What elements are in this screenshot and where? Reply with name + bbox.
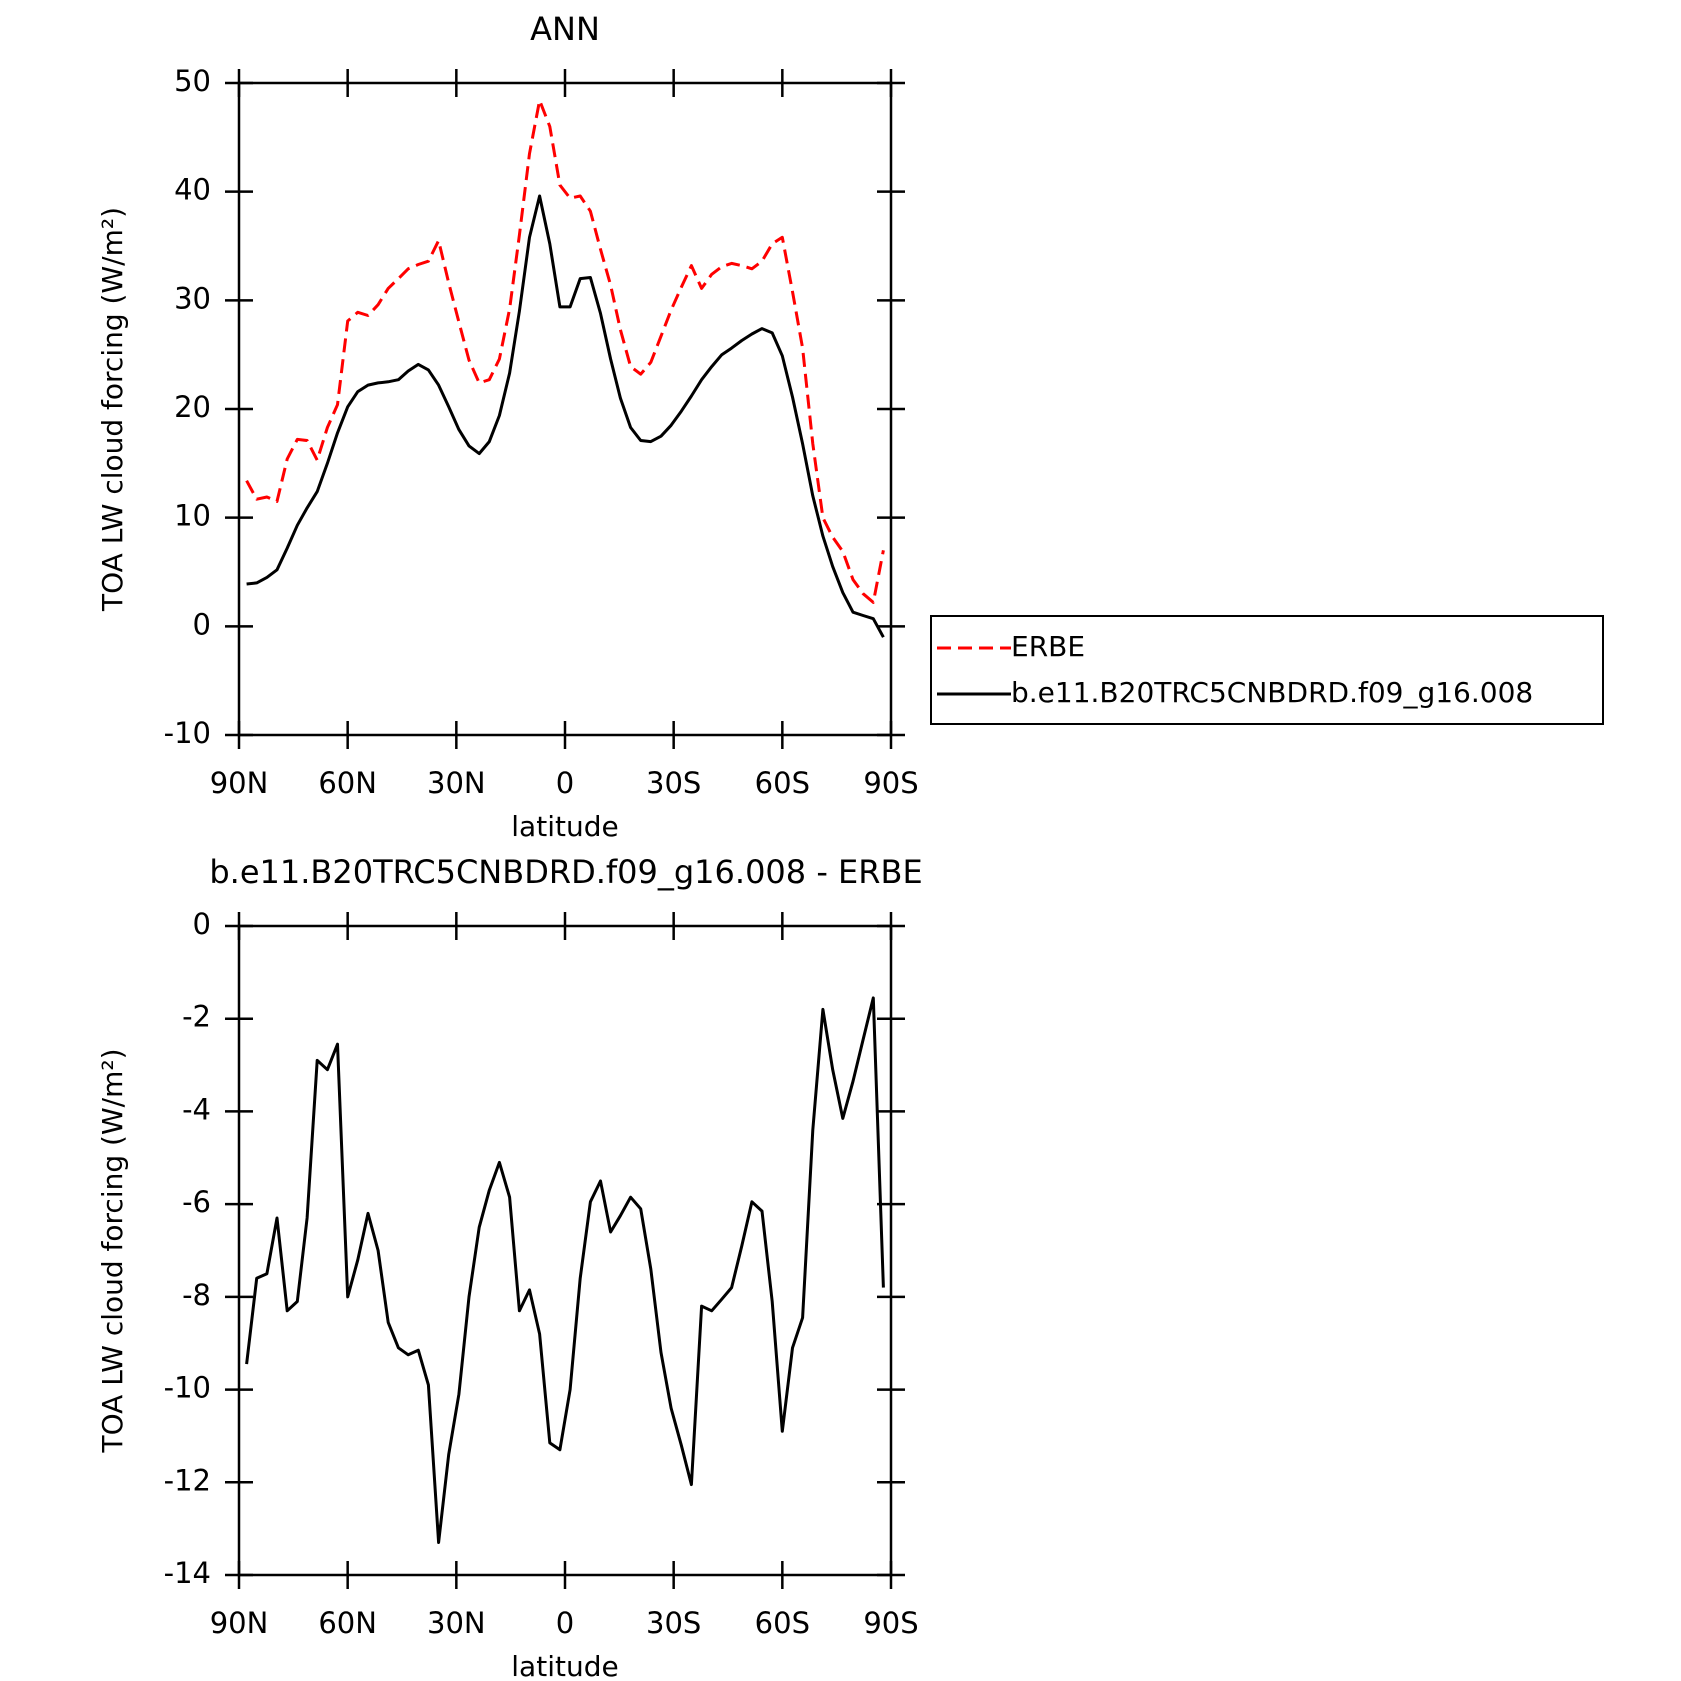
x-axis-label: latitude	[511, 810, 618, 843]
y-tick-label: 40	[174, 173, 211, 207]
y-tick-label: 0	[193, 907, 211, 941]
y-tick-label: 0	[193, 607, 211, 641]
y-axis-label: TOA LW cloud forcing (W/m²)	[96, 1049, 129, 1454]
y-axis-label: TOA LW cloud forcing (W/m²)	[96, 207, 129, 612]
y-tick-label: 50	[174, 64, 211, 98]
y-tick-label: -8	[182, 1278, 211, 1312]
x-tick-label: 30S	[646, 1606, 701, 1640]
y-tick-label: 10	[174, 499, 211, 533]
plot-frame	[237, 924, 893, 1577]
y-tick-label: 20	[174, 390, 211, 424]
x-tick-label: 30S	[646, 766, 701, 800]
legend-box	[930, 615, 1604, 725]
x-tick-label: 60N	[318, 1606, 377, 1640]
x-tick-label: 30N	[427, 766, 486, 800]
y-tick-label: -2	[182, 1000, 211, 1034]
chart-title: ANN	[530, 10, 600, 48]
y-tick-label: -10	[164, 716, 211, 750]
data-line	[246, 194, 885, 638]
x-tick-label: 60N	[318, 766, 377, 800]
x-tick-label: 90N	[210, 766, 269, 800]
y-tick-label: -4	[182, 1092, 211, 1126]
chart-title: b.e11.B20TRC5CNBDRD.f09_g16.008 - ERBE	[209, 853, 922, 891]
x-tick-label: 0	[556, 1606, 574, 1640]
y-tick-label: -10	[164, 1371, 211, 1405]
x-tick-label: 90S	[863, 766, 918, 800]
x-tick-label: 60S	[755, 1606, 810, 1640]
x-tick-label: 90S	[863, 1606, 918, 1640]
x-tick-label: 60S	[755, 766, 810, 800]
legend-label: b.e11.B20TRC5CNBDRD.f09_g16.008	[1011, 676, 1533, 709]
y-tick-label: -12	[164, 1463, 211, 1497]
y-tick-label: 30	[174, 281, 211, 315]
x-tick-label: 30N	[427, 1606, 486, 1640]
data-line	[245, 996, 885, 1544]
y-tick-label: -14	[164, 1556, 211, 1590]
y-tick-label: -6	[182, 1185, 211, 1219]
data-line	[245, 98, 885, 604]
x-tick-label: 0	[556, 766, 574, 800]
legend-label: ERBE	[1011, 630, 1085, 663]
x-axis-label: latitude	[511, 1650, 618, 1681]
x-tick-label: 90N	[210, 1606, 269, 1640]
